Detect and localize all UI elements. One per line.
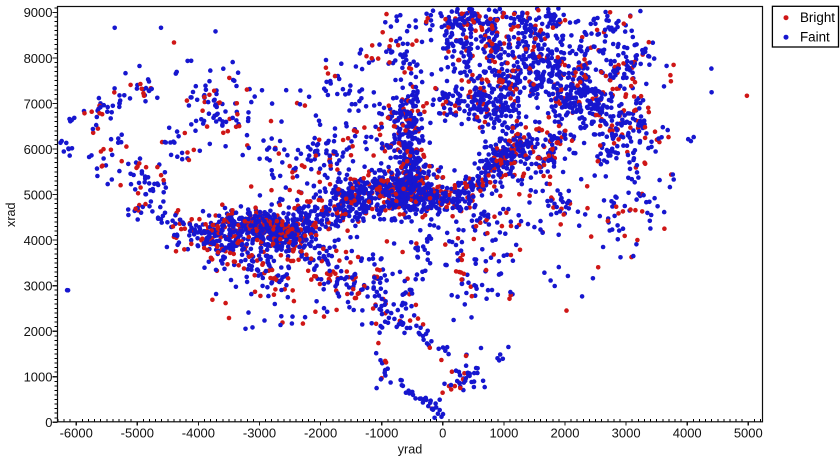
svg-text:-6000: -6000 — [60, 426, 93, 441]
svg-text:3000: 3000 — [612, 426, 641, 441]
svg-text:8000: 8000 — [24, 51, 53, 66]
svg-text:yrad: yrad — [398, 443, 423, 457]
svg-text:Bright: Bright — [800, 10, 835, 25]
svg-text:-5000: -5000 — [121, 426, 154, 441]
svg-text:-4000: -4000 — [182, 426, 215, 441]
svg-text:6000: 6000 — [24, 142, 53, 157]
svg-text:5000: 5000 — [734, 426, 763, 441]
svg-text:Faint: Faint — [800, 30, 830, 45]
svg-text:xrad: xrad — [4, 202, 18, 227]
svg-text:3000: 3000 — [24, 279, 53, 294]
svg-text:2000: 2000 — [551, 426, 580, 441]
svg-text:7000: 7000 — [24, 96, 53, 111]
svg-text:2000: 2000 — [24, 324, 53, 339]
svg-text:1000: 1000 — [489, 426, 518, 441]
svg-text:0: 0 — [45, 415, 52, 430]
svg-text:-1000: -1000 — [365, 426, 398, 441]
svg-text:4000: 4000 — [673, 426, 702, 441]
svg-text:0: 0 — [439, 426, 446, 441]
svg-text:-2000: -2000 — [304, 426, 337, 441]
svg-text:4000: 4000 — [24, 233, 53, 248]
svg-text:9000: 9000 — [24, 5, 53, 20]
svg-text:5000: 5000 — [24, 187, 53, 202]
svg-text:-3000: -3000 — [243, 426, 276, 441]
svg-text:1000: 1000 — [24, 370, 53, 385]
